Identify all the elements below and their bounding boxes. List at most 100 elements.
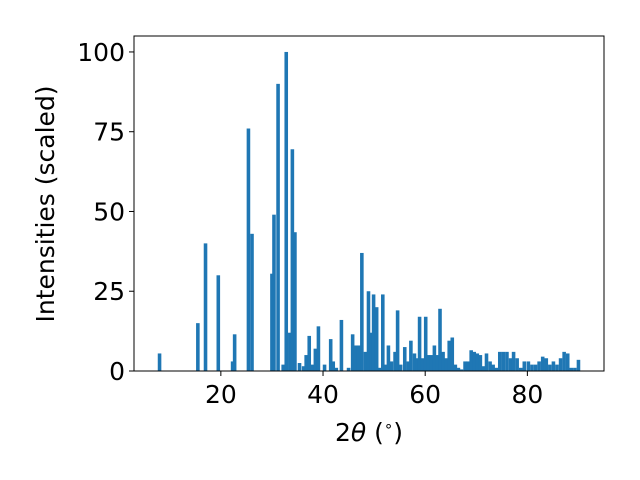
bar (304, 355, 308, 371)
bar (360, 252, 364, 371)
y-tick-label: 25 (93, 277, 125, 306)
x-axis-label-close: ) (393, 418, 403, 447)
bar (290, 149, 295, 371)
bar (444, 358, 448, 371)
x-tick-label: 20 (205, 380, 237, 409)
bar (196, 323, 200, 371)
bar (272, 214, 276, 371)
bar (353, 345, 358, 371)
bar (389, 361, 394, 371)
bar (420, 358, 425, 371)
bar (515, 358, 519, 371)
bar (281, 364, 285, 371)
bar (456, 367, 461, 371)
bar (505, 351, 509, 371)
x-tick-label: 80 (511, 380, 543, 409)
bar (374, 307, 379, 371)
bar (497, 351, 502, 371)
bar (548, 364, 552, 371)
bars-group (157, 51, 581, 372)
bar (377, 367, 382, 371)
bar (438, 308, 442, 371)
bar (366, 291, 371, 371)
bar (558, 358, 563, 371)
bar (415, 358, 420, 371)
bar (288, 332, 292, 371)
bar (530, 364, 534, 371)
bar (307, 335, 312, 371)
bar (381, 294, 385, 371)
bar (426, 355, 431, 371)
bar (363, 351, 368, 371)
bar (562, 351, 566, 371)
bar (447, 340, 451, 371)
bar (511, 351, 516, 371)
y-ticks: 0 25 50 75 100 (77, 38, 134, 386)
bar (453, 364, 458, 371)
bar (491, 364, 495, 371)
bar (478, 355, 483, 371)
bar (350, 334, 355, 371)
bar (356, 345, 361, 371)
bar (537, 361, 541, 371)
bar (435, 355, 440, 371)
x-tick-label: 40 (307, 380, 339, 409)
bar (346, 367, 351, 371)
bar (522, 361, 527, 371)
bar (508, 358, 513, 371)
bar (501, 351, 506, 371)
bar (297, 363, 302, 371)
bar (488, 361, 492, 371)
bar (339, 319, 344, 371)
bar (544, 358, 549, 371)
bar (481, 366, 486, 371)
bar (398, 364, 403, 371)
bar (334, 367, 339, 371)
bar (402, 347, 407, 371)
bar (429, 355, 434, 371)
y-tick-label: 75 (93, 118, 125, 147)
bar (466, 361, 470, 371)
bar (284, 51, 289, 371)
bar (526, 361, 531, 371)
bar (395, 310, 400, 371)
y-tick-label: 0 (109, 357, 125, 386)
plot-frame (133, 35, 605, 372)
bar (450, 337, 455, 371)
bar (393, 351, 397, 371)
bar (423, 316, 428, 371)
x-tick-label: 60 (409, 380, 441, 409)
bar (569, 367, 574, 371)
bar (533, 364, 538, 371)
bar (246, 128, 251, 371)
x-axis-label-prefix: 2 (335, 418, 351, 447)
bar (518, 367, 523, 371)
bar (469, 350, 473, 371)
bar (484, 353, 489, 371)
bar (386, 345, 391, 371)
bar (472, 351, 477, 371)
bar (331, 361, 336, 371)
bar (540, 356, 545, 371)
bar (441, 351, 445, 371)
bar (475, 353, 480, 371)
bar (203, 243, 208, 371)
y-axis-label: Intensities (scaled) (31, 85, 60, 322)
bar (328, 339, 333, 371)
bar (250, 233, 254, 371)
bar (383, 364, 388, 371)
x-ticks: 20 40 60 80 (205, 371, 543, 409)
y-tick-label: 100 (77, 38, 125, 67)
bar (157, 353, 162, 371)
bar (310, 364, 315, 371)
bar (406, 361, 411, 371)
x-axis-label-theta: θ (351, 418, 366, 447)
bar (463, 361, 467, 371)
bar (270, 273, 274, 371)
bar (555, 364, 559, 371)
bar (576, 359, 581, 371)
bar (313, 348, 318, 371)
bar (216, 275, 221, 371)
bar (301, 366, 306, 371)
